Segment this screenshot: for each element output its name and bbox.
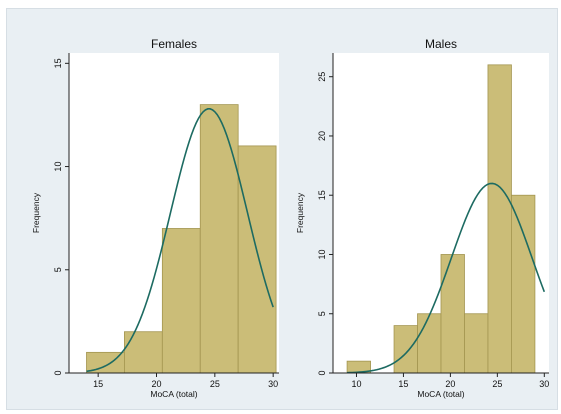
y-axis-title: Frequency bbox=[31, 192, 41, 233]
panel-females: Females 0 5 10 15 15 20 25 30 MoCA (total) Frequen… bbox=[31, 37, 279, 399]
histogram-bar bbox=[199, 104, 239, 374]
y-tick-label: 5 bbox=[53, 267, 63, 272]
y-tick-label: 20 bbox=[317, 131, 327, 141]
histogram-bar bbox=[124, 331, 163, 374]
x-tick-label: 30 bbox=[539, 379, 549, 389]
y-tick-label: 0 bbox=[317, 370, 327, 375]
histogram-bar bbox=[161, 228, 201, 374]
y-axis-title: Frequency bbox=[295, 192, 305, 233]
normal-density-curve bbox=[86, 108, 274, 373]
y-tick-label: 0 bbox=[53, 370, 63, 375]
normal-density-curve bbox=[347, 182, 546, 374]
plot-title: Females bbox=[151, 37, 197, 51]
y-tick-label: 10 bbox=[317, 249, 327, 259]
histogram-bar bbox=[464, 313, 489, 374]
y-tick-label: 15 bbox=[53, 58, 63, 68]
histogram-bar bbox=[393, 325, 418, 374]
y-tick-label: 5 bbox=[317, 311, 327, 316]
x-tick-label: 15 bbox=[398, 379, 408, 389]
x-tick-label: 10 bbox=[351, 379, 361, 389]
histogram-chart: Females 0 5 10 15 15 20 25 30 MoCA (total) Frequen… bbox=[31, 37, 549, 399]
y-tick-label: 10 bbox=[53, 162, 63, 172]
histogram-bar bbox=[511, 194, 536, 374]
histogram-bar bbox=[440, 254, 465, 374]
panel-males: Males 0 5 10 15 20 25 10 15 20 25 30 MoCA (total) Fre… bbox=[295, 37, 549, 399]
histogram-bar bbox=[237, 145, 277, 374]
histogram-bar bbox=[487, 64, 512, 374]
histogram-bar bbox=[417, 313, 442, 374]
x-axis-title: MoCA (total) bbox=[417, 389, 464, 399]
x-tick-label: 30 bbox=[268, 379, 278, 389]
x-tick-label: 20 bbox=[151, 379, 161, 389]
x-tick-label: 15 bbox=[93, 379, 103, 389]
y-tick-label: 25 bbox=[317, 72, 327, 82]
x-tick-label: 25 bbox=[492, 379, 502, 389]
x-tick-label: 25 bbox=[210, 379, 220, 389]
plot-title: Males bbox=[425, 37, 457, 51]
x-axis-title: MoCA (total) bbox=[150, 389, 197, 399]
figure-frame: Females 0 5 10 15 15 20 25 30 MoCA (total) Frequen… bbox=[6, 8, 558, 410]
x-tick-label: 20 bbox=[445, 379, 455, 389]
y-tick-label: 15 bbox=[317, 190, 327, 200]
